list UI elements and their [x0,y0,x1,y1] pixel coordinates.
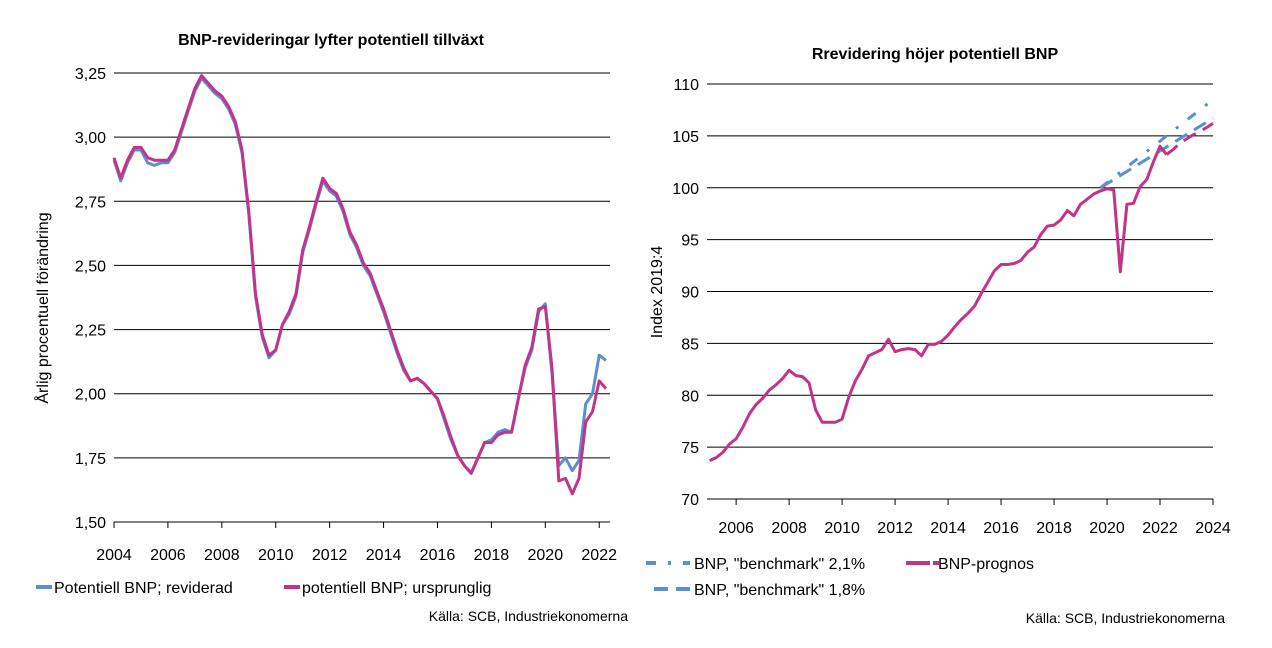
right-series-line-bnp [708,144,1168,462]
right-x-tick-label: 2014 [930,520,966,537]
right-y-tick-label: 90 [681,285,699,302]
right-series-line-bnp-benchmark-2-1 [1099,98,1214,189]
left-x-tick-label: 2014 [366,547,402,564]
right-x-tick-label: 2008 [771,520,807,537]
chart-left-gridlines [114,72,610,523]
left-y-tick-label: 1,50 [75,515,106,532]
chart-right-y-tick-labels: 70 75 80 85 90 95 100 105 110 [672,77,699,509]
right-series-line-bnp-prognos [1165,122,1214,156]
legend-label-bnp-benchmark-1-8: BNP, "benchmark" 1,8% [694,582,865,599]
left-x-tick-label: 2004 [96,547,132,564]
chart-left-legend: Potentiell BNP; reviderad potentiell BNP… [36,580,491,597]
chart-left: BNP-revideringar lyfter potentiell tillv… [33,32,628,624]
right-y-tick-label: 95 [681,233,699,250]
left-x-tick-label: 2008 [204,547,240,564]
legend-label-bnp-prognos: BNP-prognos [938,556,1034,573]
right-x-tick-label: 2012 [877,520,913,537]
right-y-tick-label: 80 [681,388,699,405]
right-x-tick-label: 2022 [1142,520,1178,537]
right-x-tick-label: 2024 [1195,520,1231,537]
right-x-tick-label: 2018 [1036,520,1072,537]
left-x-tick-label: 2022 [581,547,617,564]
left-y-tick-label: 3,00 [75,130,106,147]
left-y-tick-label: 2,00 [75,387,106,404]
chart-right-y-axis-label: Index 2019:4 [649,246,666,339]
chart-right-gridlines [707,83,1213,500]
chart-right-series-lines [708,98,1214,462]
chart-left-y-axis-label: Årlig procentuell förändring [33,212,52,403]
right-y-tick-label: 100 [672,181,699,198]
left-y-tick-label: 3,25 [75,66,106,83]
right-y-tick-label: 85 [681,336,699,353]
legend-label-potentiell-bnp-reviderad: Potentiell BNP; reviderad [54,580,233,597]
chart-left-x-tick-labels: 2004 2006 2008 2010 2012 2014 2016 2018 2020 2022 [96,522,617,564]
left-x-tick-label: 2010 [258,547,294,564]
left-y-tick-label: 2,25 [75,323,106,340]
left-y-tick-label: 2,75 [75,194,106,211]
right-y-tick-label: 70 [681,492,699,509]
right-y-tick-label: 75 [681,440,699,457]
chart-right-source: Källa: SCB, Industriekonomerna [1026,610,1225,626]
chart-right-legend: BNP, "benchmark" 2,1% BNP-prognos BNP, "… [646,556,1034,599]
right-x-tick-label: 2006 [718,520,754,537]
right-y-tick-label: 110 [673,77,699,94]
chart-right-x-tick-labels: 2006 2008 2010 2012 2014 2016 2018 2020 2022 2024 [718,499,1231,537]
right-x-tick-label: 2020 [1089,520,1125,537]
legend-label-potentiell-bnp-ursprunglig: potentiell BNP; ursprunglig [302,580,491,597]
left-x-tick-label: 2006 [150,547,186,564]
left-x-tick-label: 2020 [528,547,564,564]
right-x-tick-label: 2010 [824,520,860,537]
right-x-tick-label: 2016 [983,520,1019,537]
chart-left-series-lines [112,74,608,496]
left-x-tick-label: 2016 [420,547,456,564]
chart-right: Rrevidering höjer potentiell BNP Index 2… [646,46,1231,626]
chart-right-title: Rrevidering höjer potentiell BNP [812,46,1059,63]
left-y-tick-label: 1,75 [75,451,106,468]
chart-left-y-tick-labels: 1,50 1,75 2,00 2,25 2,50 2,75 3,00 3,25 [75,66,106,532]
left-x-tick-label: 2012 [312,547,348,564]
legend-label-bnp-benchmark-2-1: BNP, "benchmark" 2,1% [694,556,865,573]
left-series-line-potentiell-bnp-ursprunglig [112,74,608,496]
left-x-tick-label: 2018 [474,547,510,564]
chart-left-title: BNP-revideringar lyfter potentiell tillv… [178,32,485,49]
chart-left-source: Källa: SCB, Industriekonomerna [429,608,628,624]
right-y-tick-label: 105 [672,129,699,146]
left-y-tick-label: 2,50 [75,258,106,275]
